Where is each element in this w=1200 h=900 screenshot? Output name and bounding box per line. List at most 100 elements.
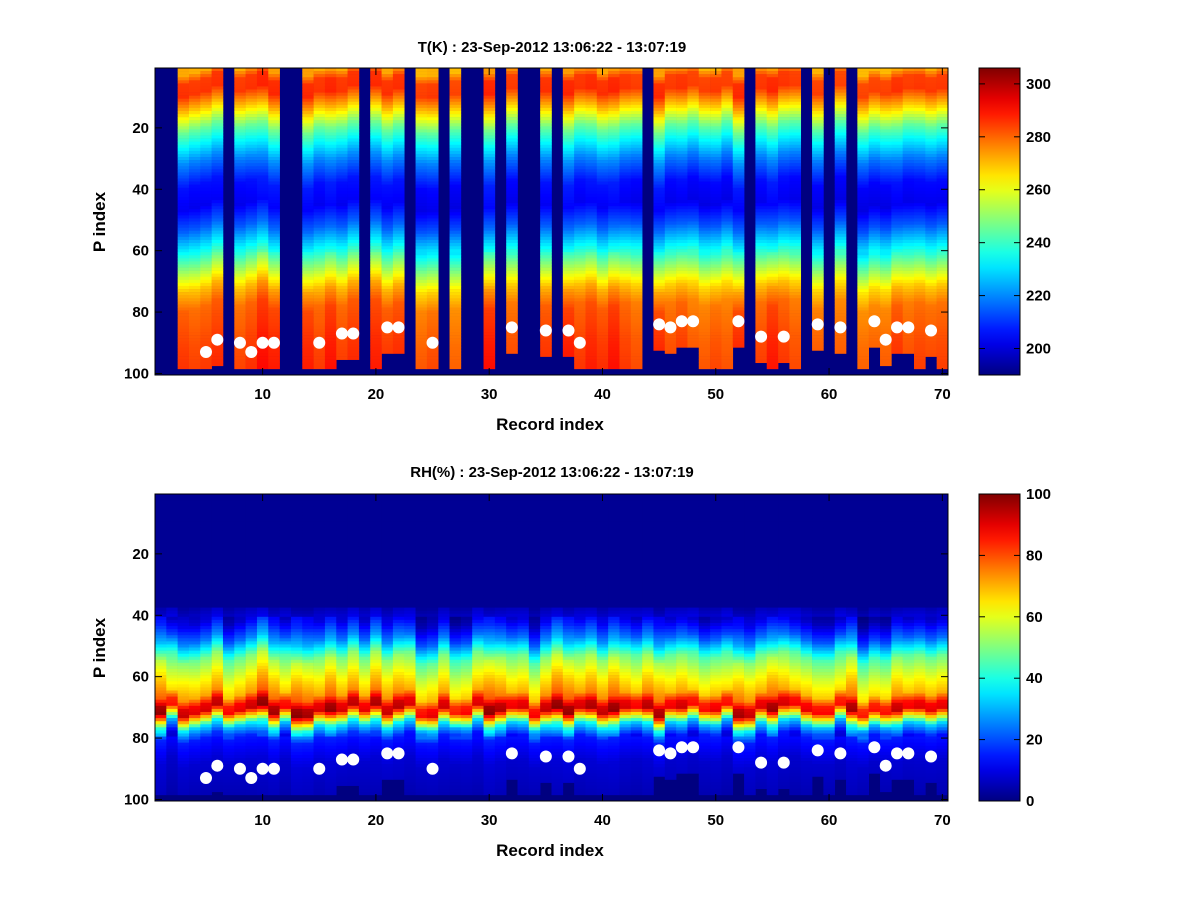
heatmap-cell xyxy=(789,120,802,124)
heatmap-cell xyxy=(506,227,518,232)
heatmap-cell xyxy=(188,212,201,216)
heatmap-cell xyxy=(336,147,348,152)
heatmap-cell xyxy=(891,236,903,241)
heatmap-cell xyxy=(857,255,869,259)
heatmap-cell xyxy=(324,353,337,357)
heatmap-cell xyxy=(449,322,462,327)
heatmap-cell xyxy=(540,193,552,198)
heatmap-cell xyxy=(324,344,337,348)
heatmap-cell xyxy=(914,178,926,182)
heatmap-cell xyxy=(891,169,903,173)
heatmap-cell xyxy=(880,258,892,262)
heatmap-cell xyxy=(449,107,462,112)
heatmap-column xyxy=(449,68,462,370)
heatmap-cell xyxy=(506,285,518,290)
heatmap-cell xyxy=(608,129,620,133)
heatmap-cell xyxy=(766,359,779,364)
heatmap-cell xyxy=(324,74,337,78)
heatmap-cell xyxy=(902,71,915,75)
heatmap-cell xyxy=(880,353,892,357)
heatmap-cell xyxy=(710,86,722,90)
heatmap-cell xyxy=(914,338,926,342)
heatmap-cell xyxy=(732,71,745,75)
heatmap-cell xyxy=(676,230,688,235)
heatmap-cell xyxy=(585,279,598,284)
heatmap-cell xyxy=(812,203,824,207)
heatmap-cell xyxy=(891,71,903,75)
heatmap-cell xyxy=(596,144,609,149)
heatmap-cell xyxy=(540,295,552,299)
heatmap-cell xyxy=(710,239,722,244)
heatmap-cell xyxy=(381,350,394,354)
heatmap-cell xyxy=(506,71,518,75)
heatmap-cell xyxy=(245,83,258,87)
heatmap-cell xyxy=(256,160,269,164)
heatmap-cell xyxy=(585,273,598,278)
heatmap-cell xyxy=(630,68,643,72)
heatmap-cell xyxy=(608,304,620,308)
heatmap-cell xyxy=(483,150,496,155)
heatmap-cell xyxy=(200,169,212,173)
heatmap-cell xyxy=(608,71,620,75)
heatmap-cell xyxy=(449,163,462,167)
heatmap-cell xyxy=(755,270,768,274)
heatmap-cell xyxy=(574,359,586,364)
surface-marker xyxy=(505,321,518,334)
heatmap-cell xyxy=(381,181,394,185)
heatmap-cell xyxy=(336,338,348,342)
heatmap-cell xyxy=(812,267,824,271)
heatmap-cell xyxy=(574,129,586,133)
heatmap-cell xyxy=(664,95,677,99)
heatmap-cell xyxy=(392,307,405,311)
heatmap-cell xyxy=(177,319,190,324)
heatmap-cell xyxy=(778,138,790,142)
heatmap-cell xyxy=(347,289,360,293)
heatmap-cell xyxy=(857,233,869,238)
heatmap-cell xyxy=(664,227,677,232)
heatmap-cell xyxy=(449,129,462,133)
heatmap-cell xyxy=(676,114,688,118)
heatmap-cell xyxy=(721,252,734,256)
heatmap-cell xyxy=(370,196,382,201)
heatmap-cell xyxy=(188,89,201,93)
heatmap-cell xyxy=(562,212,575,216)
heatmap-cell xyxy=(415,365,428,370)
heatmap-cell xyxy=(834,92,847,96)
heatmap-cell xyxy=(902,89,915,93)
heatmap-cell xyxy=(483,187,496,192)
heatmap-cell xyxy=(336,89,348,93)
heatmap-cell xyxy=(732,328,745,333)
heatmap-cell xyxy=(415,129,428,133)
heatmap-cell xyxy=(585,289,598,293)
heatmap-cell xyxy=(721,150,734,155)
heatmap-cell xyxy=(789,347,802,351)
heatmap-cell xyxy=(721,316,734,321)
x-tick-label: 20 xyxy=(368,386,385,403)
heatmap-cell xyxy=(812,206,824,210)
heatmap-cell xyxy=(868,246,881,250)
heatmap-cell xyxy=(687,117,700,121)
heatmap-cell xyxy=(687,252,700,256)
heatmap-cell xyxy=(608,190,620,195)
heatmap-cell xyxy=(778,86,790,90)
heatmap-cell xyxy=(483,310,496,314)
heatmap-cell xyxy=(256,282,269,287)
heatmap-cell xyxy=(324,319,337,324)
heatmap-cell xyxy=(925,107,937,112)
heatmap-cell xyxy=(834,224,847,228)
heatmap-cell xyxy=(880,316,892,321)
heatmap-cell xyxy=(336,175,348,179)
heatmap-cell xyxy=(540,255,552,259)
heatmap-cell xyxy=(585,322,598,327)
heatmap-cell xyxy=(336,150,348,155)
heatmap-cell xyxy=(415,273,428,278)
heatmap-cell xyxy=(766,157,779,161)
heatmap-cell xyxy=(653,138,666,142)
heatmap-cell xyxy=(245,132,258,136)
heatmap-cell xyxy=(868,224,881,228)
heatmap-cell xyxy=(449,224,462,228)
heatmap-cell xyxy=(234,304,246,308)
heatmap-cell xyxy=(540,224,552,228)
heatmap-column xyxy=(857,68,869,370)
heatmap-cell xyxy=(574,246,586,250)
